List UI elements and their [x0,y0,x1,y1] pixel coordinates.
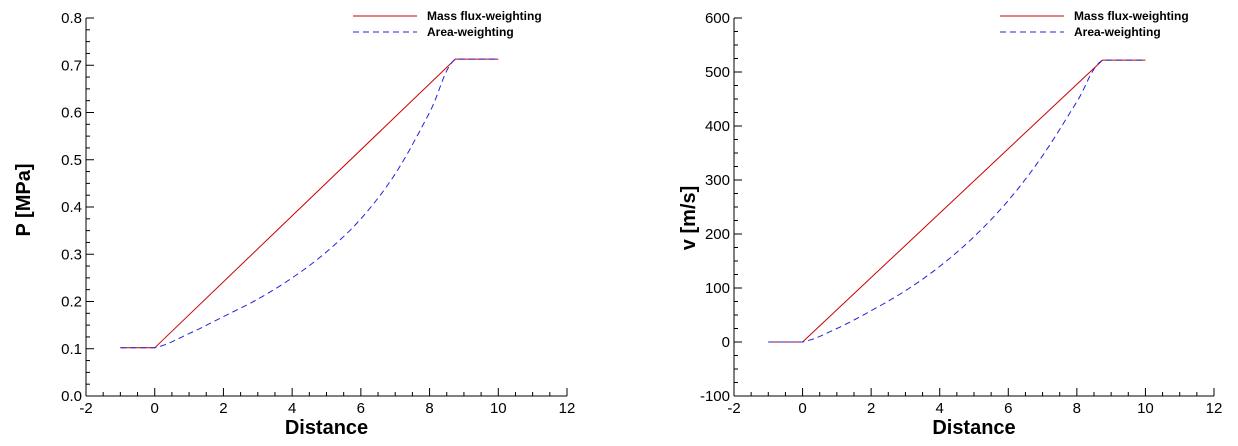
x-tick-label: 4 [936,400,944,417]
x-tick-label: 0 [151,400,159,417]
y-tick-label: -100 [700,388,730,405]
x-tick-label: 4 [288,400,296,417]
x-tick-label: 10 [490,400,507,417]
y-tick-label: 0.6 [61,105,82,122]
x-axis-label: Distance [932,417,1015,439]
x-axis-label: Distance [285,417,368,439]
x-tick-label: 8 [425,400,433,417]
series-line-area-weighting [768,59,1146,343]
x-tick-label: 8 [1073,400,1081,417]
y-tick-label: 100 [705,280,730,297]
legend-entry: Area-weighting [427,25,514,39]
y-tick-label: 0.4 [61,199,82,216]
x-tick-label: -2 [727,400,740,417]
y-axis-label: P [MPa] [13,164,35,237]
x-tick-label: 0 [798,400,806,417]
x-tick-label: -2 [79,400,92,417]
legend-entry: Mass flux-weighting [1074,9,1189,23]
y-tick-label: 0 [722,334,730,351]
series-line-mass-flux-weighting [120,58,499,349]
y-tick-label: 500 [705,64,730,81]
y-tick-label: 0.5 [61,152,82,169]
x-tick-label: 12 [1206,400,1223,417]
x-tick-label: 10 [1137,400,1154,417]
chart-1: -2 0 2 4 6 8 10 12 0.0 0.1 0.2 0.3 0.4 0.5 0.6 0.7 0.8 Di… [13,9,575,439]
y-tick-label: 300 [705,172,730,189]
y-tick-label: 0.2 [61,294,82,311]
legend-entry: Mass flux-weighting [427,9,542,23]
y-axis-label: v [m/s] [678,186,700,250]
y-tick-label: 0.3 [61,246,82,263]
series-line-mass-flux-weighting [768,59,1146,343]
x-tick-label: 6 [357,400,365,417]
y-tick-label: 0.0 [61,388,82,405]
chart-2: -2 0 2 4 6 8 10 12 -100 0 100 200 300 400 500 600 Distan… [678,9,1222,439]
y-tick-label: 600 [705,10,730,27]
x-tick-label: 2 [867,400,875,417]
x-tick-label: 12 [559,400,576,417]
x-tick-label: 6 [1004,400,1012,417]
y-tick-label: 0.1 [61,341,82,358]
series-line-area-weighting [120,58,499,349]
legend-entry: Area-weighting [1074,25,1161,39]
y-tick-label: 0.8 [61,10,82,27]
y-tick-label: 400 [705,118,730,135]
x-tick-label: 2 [219,400,227,417]
y-tick-label: 0.7 [61,57,82,74]
y-tick-label: 200 [705,226,730,243]
